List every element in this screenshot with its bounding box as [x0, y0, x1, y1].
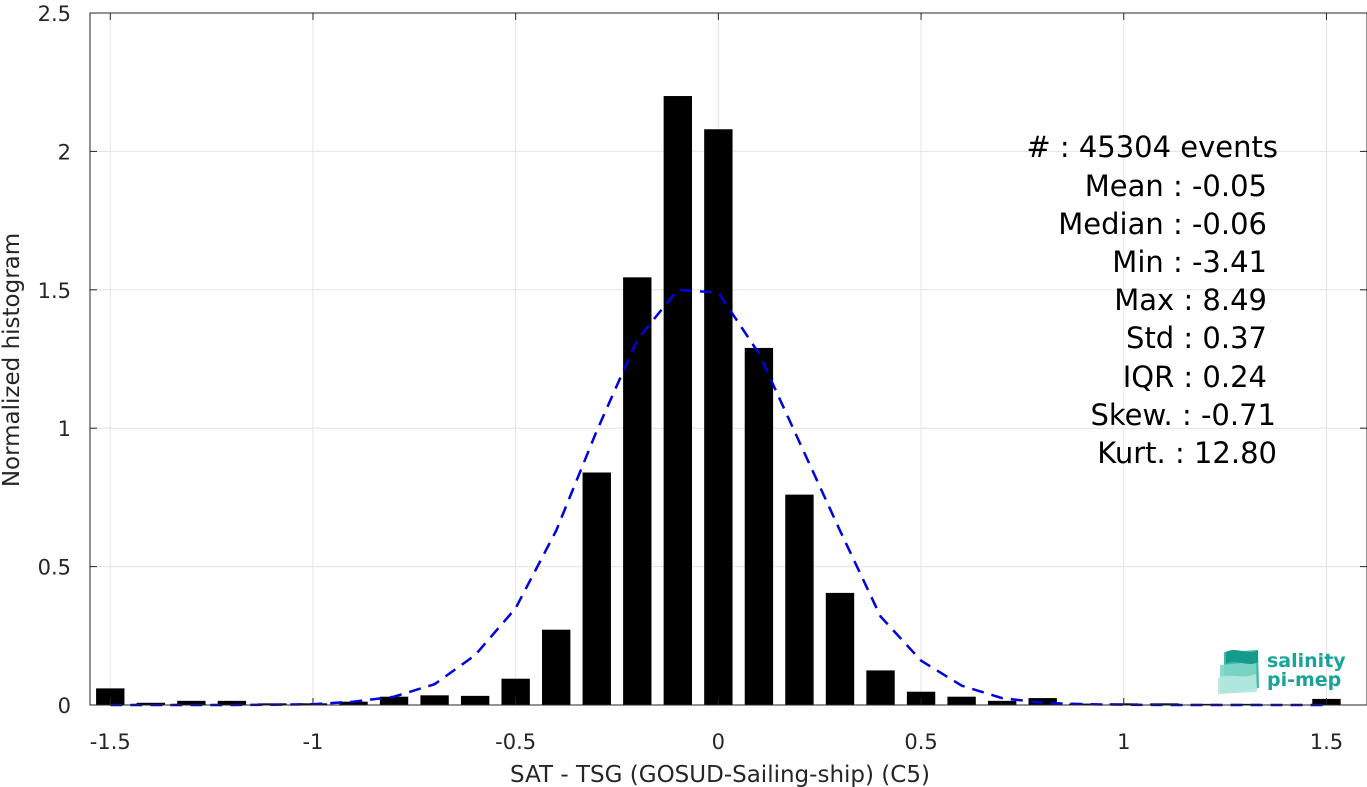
- stat-median: Median : -0.06: [1058, 207, 1267, 241]
- logo-text-pi-mep: pi-mep: [1267, 669, 1341, 691]
- histogram-bar: [866, 670, 895, 705]
- histogram-bar: [623, 277, 652, 705]
- wave-logo-icon: [1218, 650, 1259, 694]
- x-axis-label: SAT - TSG (GOSUD-Sailing-ship) (C5): [510, 762, 930, 787]
- stat-mean: Mean : -0.05: [1085, 169, 1267, 203]
- x-tick-label: -1: [302, 730, 323, 754]
- salinity-pi-mep-logo: salinity pi-mep: [1218, 650, 1346, 694]
- plot-frame: [89, 12, 1367, 706]
- histogram-bar: [339, 701, 368, 705]
- y-tick-label: 0.5: [38, 556, 71, 580]
- histogram-bar: [217, 700, 247, 705]
- histogram-bar: [704, 129, 733, 706]
- x-axis-ticks: -1.5 -1 -0.5 0 0.5 1 1.5: [90, 13, 1343, 754]
- histogram-bar: [785, 494, 814, 705]
- stat-kurt: Kurt. : 12.80: [1097, 436, 1277, 470]
- histogram-bar: [420, 695, 449, 705]
- histogram-bar: [460, 695, 490, 705]
- histogram-bars: [96, 96, 1341, 706]
- stat-iqr: IQR : 0.24: [1123, 360, 1267, 394]
- histogram-bar: [744, 347, 774, 705]
- x-tick-label: 0: [712, 730, 725, 754]
- histogram-bar: [825, 592, 855, 705]
- x-tick-label: -0.5: [495, 730, 536, 754]
- stat-min: Min : -3.41: [1112, 245, 1267, 279]
- histogram-bar: [1069, 703, 1098, 705]
- stat-std: Std : 0.37: [1126, 321, 1267, 355]
- stat-skew: Skew. : -0.71: [1090, 398, 1276, 432]
- histogram-bar: [987, 700, 1017, 705]
- histogram-bar: [947, 696, 976, 705]
- histogram-bar: [177, 700, 206, 705]
- histogram-bar: [1150, 703, 1179, 705]
- stat-count: # : 45304 events: [1026, 130, 1278, 164]
- histogram-bar: [1231, 703, 1260, 705]
- histogram-bar: [379, 696, 409, 705]
- y-tick-label: 2: [58, 140, 71, 164]
- statistics-box: # : 45304 events Mean : -0.05 Median : -…: [1026, 130, 1278, 470]
- y-tick-label: 1: [58, 417, 71, 441]
- y-tick-label: 1.5: [38, 279, 71, 303]
- y-axis-label: Normalized histogram: [0, 233, 25, 487]
- x-tick-label: 0.5: [904, 730, 937, 754]
- logo-text-salinity: salinity: [1267, 650, 1346, 672]
- x-tick-label: 1: [1117, 730, 1130, 754]
- y-tick-label: 2.5: [38, 2, 71, 26]
- histogram-bar: [582, 472, 611, 705]
- stat-max: Max : 8.49: [1114, 283, 1267, 317]
- y-axis-ticks: 0 0.5 1 1.5 2 2.5: [38, 2, 1367, 718]
- histogram-bar: [542, 629, 571, 705]
- histogram-bar: [96, 688, 125, 705]
- histogram-bar: [1190, 703, 1220, 705]
- histogram-bar: [663, 96, 693, 706]
- y-tick-label: 0: [58, 694, 71, 718]
- x-tick-label: -1.5: [90, 730, 131, 754]
- x-tick-label: 1.5: [1310, 730, 1343, 754]
